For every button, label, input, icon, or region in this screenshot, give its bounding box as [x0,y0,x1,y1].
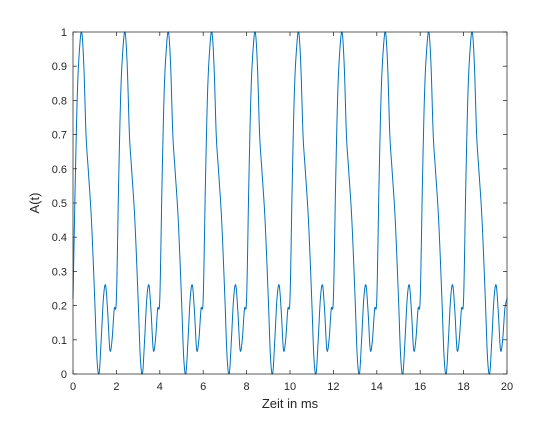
x-tick-label: 6 [200,381,206,393]
y-tick-label: 0.2 [52,301,67,313]
plot-area [73,32,507,374]
y-tick-label: 0.1 [52,335,67,347]
y-tick-label: 0.7 [52,130,67,142]
y-tick-label: 0.9 [52,61,67,73]
y-tick-label: 0.5 [52,198,67,210]
x-tick-label: 8 [244,381,250,393]
x-tick-label: 10 [284,381,296,393]
x-tick-label: 2 [113,381,119,393]
y-tick-label: 0.6 [52,164,67,176]
x-tick-label: 4 [157,381,163,393]
y-tick-label: 0.4 [52,232,67,244]
y-tick-label: 0 [61,369,67,381]
x-tick-label: 0 [70,381,76,393]
x-tick-label: 18 [457,381,469,393]
y-tick-label: 0.8 [52,95,67,107]
x-tick-label: 14 [371,381,383,393]
x-tick-label: 16 [414,381,426,393]
x-tick-label: 20 [501,381,513,393]
x-axis-label: Zeit in ms [262,396,319,411]
plot-background [73,32,507,374]
y-tick-label: 0.3 [52,266,67,278]
x-tick-label: 12 [327,381,339,393]
y-axis-label: A(t) [27,193,42,214]
y-tick-label: 1 [61,27,67,39]
